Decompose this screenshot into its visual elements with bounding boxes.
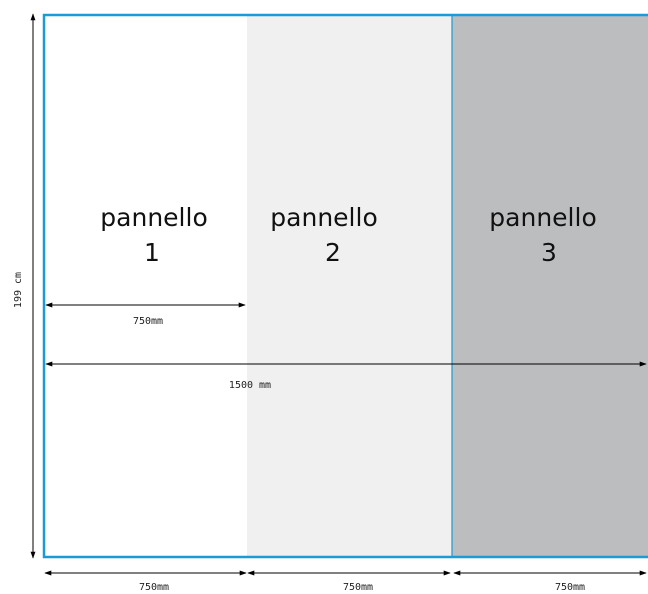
panel-2-area <box>247 15 452 557</box>
panel-1-area <box>44 15 247 557</box>
panel-2-label: pannello 2 <box>270 203 385 267</box>
bottom-dimension-label-1: 750mm <box>139 582 169 593</box>
bottom-dimension-label-2: 750mm <box>343 582 373 593</box>
panel-1-label: pannello 1 <box>100 203 215 267</box>
panel-3-area <box>452 15 648 557</box>
total-width-dimension-label: 1500 mm <box>229 380 271 391</box>
panel-3-label: pannello 3 <box>489 203 604 267</box>
bottom-dimension-label-3: 750mm <box>555 582 585 593</box>
panel-width-dimension-label: 750mm <box>133 316 163 327</box>
height-dimension-label: 199 cm <box>13 272 24 308</box>
